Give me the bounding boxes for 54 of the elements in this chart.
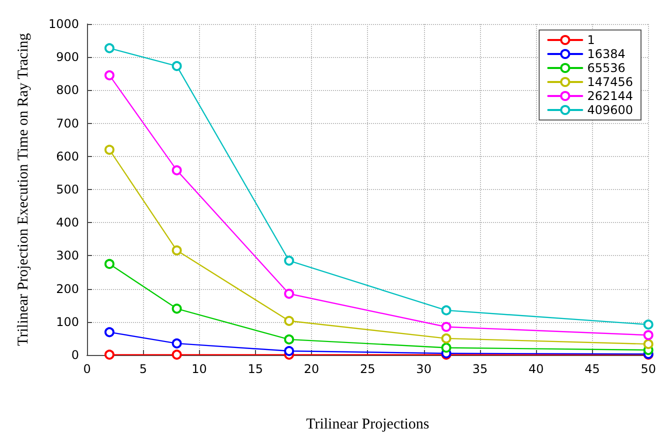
y-tick-label: 800 xyxy=(56,83,79,98)
point xyxy=(284,256,294,266)
y-axis-title: Trilinear Projection Execution Time on Ray Tracing xyxy=(16,32,32,346)
point xyxy=(172,304,182,314)
point xyxy=(172,61,182,72)
x-axis-title: Trilinear Projections xyxy=(306,416,430,432)
point xyxy=(441,305,452,316)
legend-label: 409600 xyxy=(587,103,634,117)
point xyxy=(104,144,114,155)
y-tick-label: 200 xyxy=(56,282,79,296)
x-tick-label: 20 xyxy=(304,362,320,376)
point xyxy=(104,43,114,54)
x-tick-label: 40 xyxy=(528,362,544,376)
point xyxy=(441,322,452,332)
point xyxy=(172,350,182,360)
legend-label: 16384 xyxy=(587,47,626,61)
x-tick-label: 15 xyxy=(248,362,264,376)
point xyxy=(643,339,654,350)
legend-label: 147456 xyxy=(587,75,634,89)
point xyxy=(284,334,294,344)
point xyxy=(441,342,452,353)
point xyxy=(284,316,294,326)
y-tick-label: 1000 xyxy=(48,17,79,31)
y-tick-label: 300 xyxy=(56,248,79,263)
x-tick-label: 10 xyxy=(192,362,207,376)
y-tick-label: 500 xyxy=(56,182,79,196)
point xyxy=(172,338,182,348)
y-tick-label: 100 xyxy=(56,314,79,329)
x-tick-label: 5 xyxy=(139,362,147,376)
point xyxy=(643,330,654,340)
point xyxy=(284,288,294,299)
y-tick-label: 400 xyxy=(56,216,79,230)
point xyxy=(104,258,114,269)
x-tick-label: 25 xyxy=(360,362,376,376)
point xyxy=(104,327,114,338)
legend-label: 262144 xyxy=(587,89,634,103)
point xyxy=(104,70,114,80)
point xyxy=(284,346,294,356)
point xyxy=(643,320,654,330)
y-tick-label: 0 xyxy=(71,348,79,362)
point xyxy=(172,245,182,256)
y-tick-label: 600 xyxy=(56,149,79,164)
legend-label: 1 xyxy=(587,33,595,47)
x-tick-label: 35 xyxy=(472,362,488,376)
y-tick-label: 700 xyxy=(56,116,79,130)
point xyxy=(104,350,114,360)
point xyxy=(172,165,182,176)
point xyxy=(441,333,452,344)
x-tick-label: 30 xyxy=(416,362,432,376)
legend-label: 65536 xyxy=(587,61,626,75)
x-tick-label: 0 xyxy=(83,362,91,376)
y-tick-label: 900 xyxy=(56,50,79,64)
x-tick-label: 50 xyxy=(640,362,656,376)
x-tick-label: 45 xyxy=(584,362,600,376)
